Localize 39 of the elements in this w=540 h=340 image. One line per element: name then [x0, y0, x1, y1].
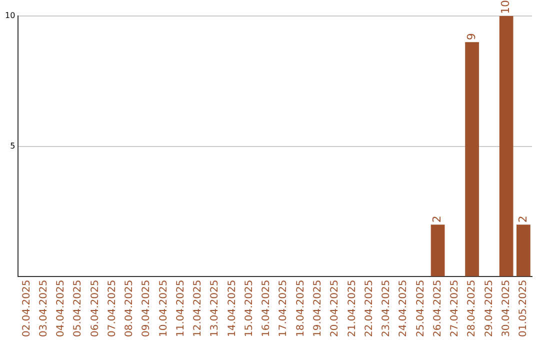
x-tick-label: 06.04.2025 — [90, 280, 101, 338]
data-label: 10 — [499, 0, 512, 14]
x-tick-label: 10.04.2025 — [158, 280, 170, 338]
data-label: 9 — [464, 33, 478, 40]
x-tick-label: 09.04.2025 — [141, 280, 152, 338]
x-tick-label: 12.04.2025 — [192, 280, 204, 338]
x-tick-label: 18.04.2025 — [295, 280, 306, 338]
x-tick-label: 05.04.2025 — [72, 280, 84, 338]
bar — [465, 42, 479, 276]
x-tick-label: 22.04.2025 — [364, 280, 375, 338]
data-label: 2 — [516, 216, 530, 223]
x-tick-label: 21.04.2025 — [346, 280, 358, 338]
data-label: 2 — [430, 216, 444, 223]
x-tick-label: 13.04.2025 — [210, 280, 221, 338]
x-tick-label: 11.04.2025 — [175, 280, 186, 338]
x-tick-label: 08.04.2025 — [124, 280, 136, 338]
x-tick-label: 02.04.2025 — [21, 280, 32, 338]
x-tick-label: 30.04.2025 — [500, 280, 512, 338]
x-tick-label: 04.04.2025 — [56, 280, 67, 338]
bar — [499, 16, 514, 276]
x-tick-label: 19.04.2025 — [312, 280, 324, 338]
x-tick-label: 14.04.2025 — [226, 280, 238, 338]
x-tick-label: 24.04.2025 — [398, 280, 410, 338]
x-tick-label: 25.04.2025 — [415, 280, 426, 338]
bar — [430, 224, 445, 276]
x-tick-label: 07.04.2025 — [106, 280, 118, 338]
x-tick-label: 26.04.2025 — [432, 280, 444, 338]
x-tick-label: 23.04.2025 — [381, 280, 392, 338]
x-tick-label: 15.04.2025 — [244, 280, 255, 338]
x-tick-label: 20.04.2025 — [330, 280, 341, 338]
x-tick-label: 27.04.2025 — [450, 280, 461, 338]
x-tick-label: 29.04.2025 — [484, 280, 495, 338]
x-tick-label: 03.04.2025 — [38, 280, 50, 338]
x-tick-label: 17.04.2025 — [278, 280, 290, 338]
x-tick-label: 28.04.2025 — [466, 280, 478, 338]
x-tick-label: 01.05.2025 — [518, 280, 530, 338]
bar — [516, 224, 530, 276]
x-tick-label: 16.04.2025 — [261, 280, 272, 338]
y-tick-label: 5 — [10, 141, 16, 150]
